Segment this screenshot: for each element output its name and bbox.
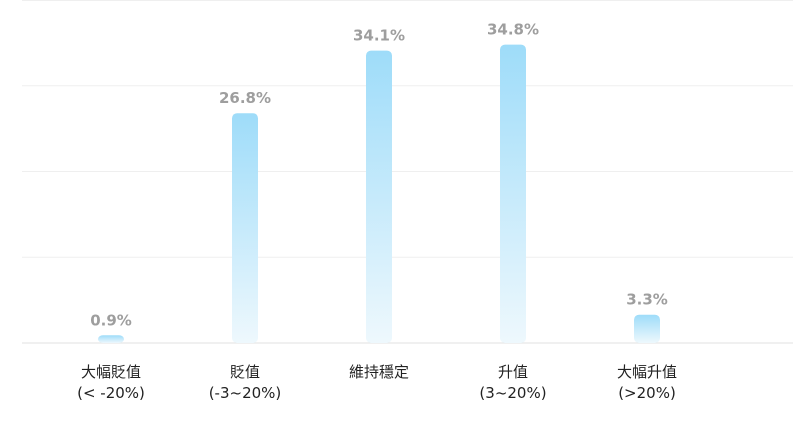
x-tick-label: 升值 (3~20%) — [479, 363, 547, 402]
value-label: 0.9% — [90, 311, 132, 329]
value-label: 26.8% — [219, 89, 271, 107]
bar — [98, 335, 124, 343]
x-tick-label: 大幅貶值 (< -20%) — [77, 363, 145, 402]
value-label: 34.8% — [487, 21, 539, 39]
x-tick-label: 維持穩定 — [348, 363, 409, 381]
bar — [500, 44, 526, 344]
bar — [232, 113, 258, 343]
value-label: 3.3% — [626, 291, 668, 309]
bar — [366, 50, 392, 343]
x-tick-label: 貶值 (-3~20%) — [208, 363, 282, 402]
value-label: 34.1% — [353, 27, 405, 45]
bar — [634, 314, 660, 343]
x-tick-label: 大幅升值 (>20%) — [616, 363, 677, 402]
